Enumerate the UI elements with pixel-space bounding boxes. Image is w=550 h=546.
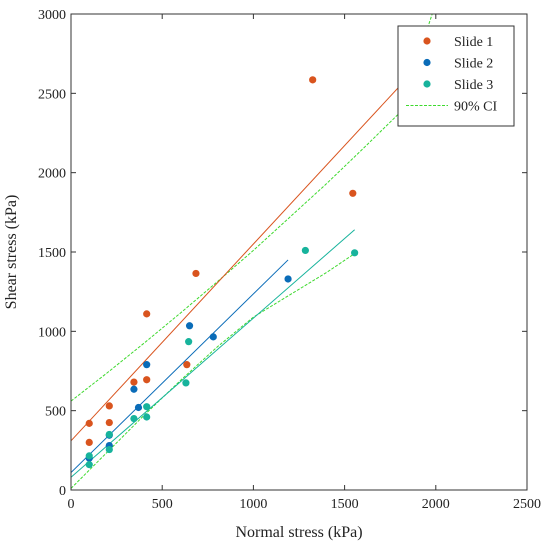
x-tick-label: 0: [68, 497, 75, 512]
legend-label-slide-3: Slide 3: [454, 78, 493, 93]
y-tick-label: 1000: [38, 325, 66, 340]
y-tick-label: 0: [59, 484, 66, 499]
point-slide-1: [85, 419, 93, 427]
point-slide-2: [185, 322, 194, 330]
point-slide-3: [351, 249, 359, 257]
point-slide-3: [143, 403, 151, 411]
legend-label-ci: 90% CI: [454, 100, 498, 115]
y-tick-label: 2500: [38, 87, 66, 102]
legend-box: [397, 25, 515, 127]
point-slide-1: [105, 402, 113, 410]
fit-line-slide-1: [71, 80, 406, 442]
point-slide-3: [85, 461, 93, 469]
point-slide-3: [143, 413, 151, 421]
point-slide-3: [105, 445, 113, 454]
y-tick-label: 2000: [38, 167, 66, 182]
x-tick-label: 2500: [513, 497, 541, 512]
axis-ticks: 0 500 1000 1500 2000 2500 0 500 1000 1500 2000 2500…: [38, 8, 541, 512]
legend: Slide 1 Slide 2 Slide 3 90% CI: [397, 25, 515, 127]
y-axis-title: Shear stress (kPa): [3, 195, 20, 310]
y-tick-label: 500: [45, 405, 66, 420]
point-slide-3: [182, 379, 190, 387]
x-tick-label: 1000: [239, 497, 267, 512]
y-tick-label: 3000: [38, 8, 66, 23]
point-slide-2: [284, 275, 292, 283]
x-axis-title: Normal stress (kPa): [235, 524, 362, 541]
ci-upper-curve: [71, 14, 433, 402]
point-slide-1: [85, 438, 93, 446]
point-slide-1: [105, 418, 113, 427]
legend-marker-slide-1: [423, 37, 431, 45]
point-slide-2: [209, 333, 217, 341]
confidence-interval-layer: [71, 14, 433, 489]
y-tick-label: 1500: [38, 246, 66, 261]
legend-label-slide-2: Slide 2: [454, 57, 493, 72]
fit-line-slide-3: [71, 229, 355, 478]
point-slide-3: [185, 338, 193, 346]
point-slide-1: [192, 269, 200, 278]
point-slide-3: [85, 452, 93, 460]
x-tick-label: 500: [152, 497, 173, 512]
point-slide-1: [183, 361, 191, 369]
x-tick-label: 1500: [331, 497, 359, 512]
legend-label-slide-1: Slide 1: [454, 35, 493, 50]
point-slide-1: [143, 376, 151, 384]
point-slide-2: [143, 361, 151, 369]
point-slide-3: [105, 430, 113, 439]
point-slide-1: [349, 189, 357, 197]
x-tick-label: 2000: [422, 497, 450, 512]
point-slide-1: [309, 76, 317, 84]
point-slide-1: [143, 310, 151, 318]
point-slide-1: [130, 378, 138, 386]
data-points-layer: [85, 76, 359, 469]
point-slide-3: [301, 246, 309, 255]
point-slide-2: [130, 385, 138, 393]
point-slide-3: [130, 415, 138, 423]
legend-marker-slide-2: [423, 58, 431, 67]
legend-marker-slide-3: [423, 80, 431, 88]
ci-lower-curve: [71, 253, 355, 489]
point-slide-2: [134, 403, 143, 412]
